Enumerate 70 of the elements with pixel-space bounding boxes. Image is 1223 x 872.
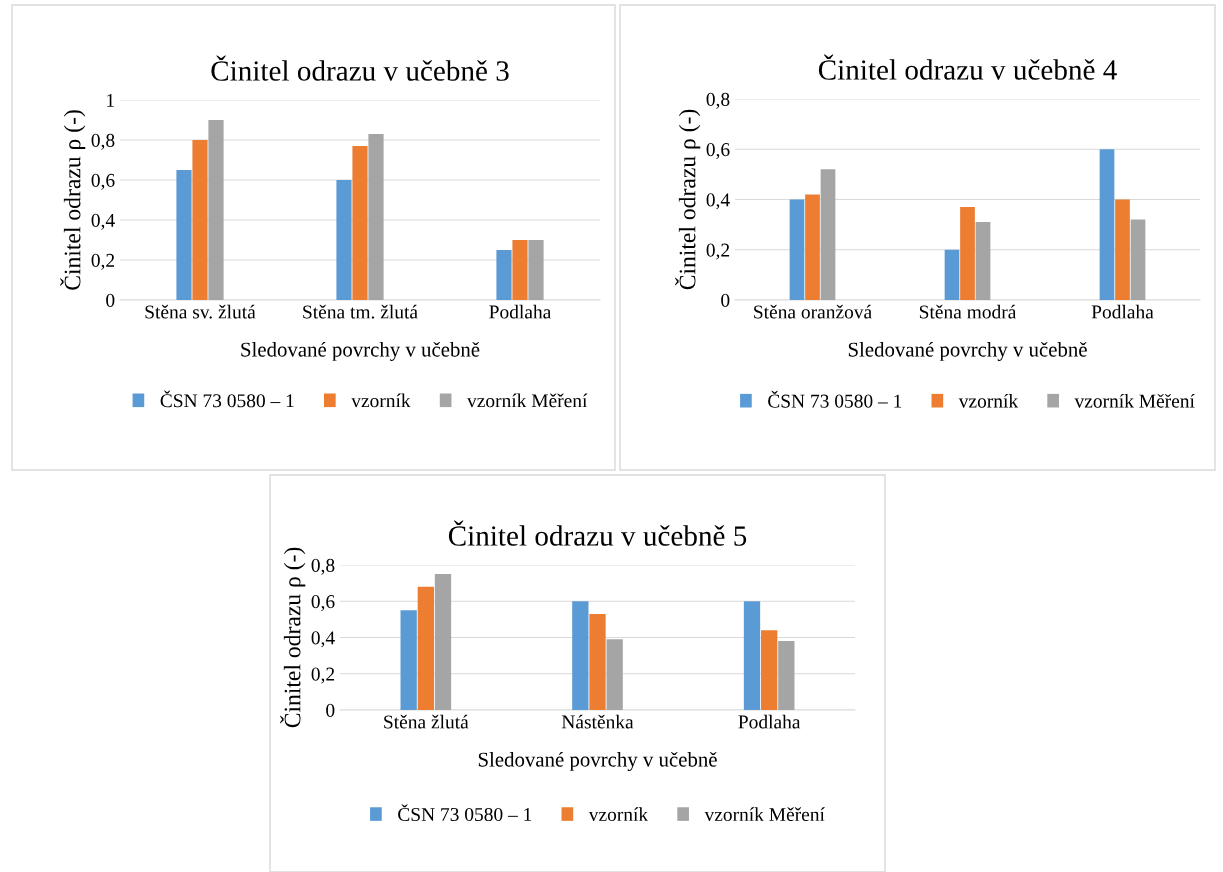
bar — [805, 194, 820, 300]
legend-label: ČSN 73 0580 – 1 — [160, 390, 294, 408]
y-tick-label: 0,2 — [706, 243, 730, 260]
y-tick-label: 0,4 — [311, 631, 335, 648]
bar — [208, 120, 224, 300]
bar — [434, 574, 452, 710]
y-tick-label: 0,4 — [91, 213, 115, 230]
x-tick-label: Stěna modrá — [919, 304, 1017, 319]
y-tick-label: 0,8 — [311, 558, 335, 575]
y-axis-title: Činitel odrazu ρ (-) — [280, 547, 306, 728]
x-tick-label: Podlaha — [489, 304, 552, 319]
legend-label: vzorník — [958, 393, 1019, 408]
bar — [368, 134, 384, 300]
y-tick-label: 0 — [721, 293, 730, 307]
chart-title: Činitel odrazu v učebně 3 — [211, 55, 509, 81]
bar — [512, 240, 528, 300]
bar — [589, 613, 606, 710]
y-tick-label: 0,6 — [311, 595, 335, 611]
y-tick-label: 0,8 — [706, 92, 730, 109]
x-tick-label: Stěna sv. žlutá — [145, 304, 256, 319]
bar — [496, 250, 512, 300]
x-axis-title: Sledované povrchy v učebně — [241, 341, 480, 361]
bar — [960, 207, 975, 300]
y-tick-label: 0,4 — [706, 193, 730, 210]
y-tick-label: 0 — [326, 703, 335, 717]
legend-label: vzorník — [588, 807, 649, 822]
y-axis-title: Činitel odrazu ρ (-) — [675, 109, 701, 290]
x-tick-label: Podlaha — [738, 714, 801, 729]
legend-label: ČSN 73 0580 – 1 — [768, 390, 902, 408]
x-tick-label: Stěna tm. žlutá — [303, 304, 418, 319]
y-tick-label: 0,2 — [311, 667, 335, 684]
bar — [1099, 149, 1115, 300]
bar — [336, 180, 352, 300]
legend-label: vzorník Měření — [467, 393, 588, 408]
y-axis-title: Činitel odrazu ρ (-) — [60, 110, 86, 290]
x-axis-title: Sledované povrchy v učebně — [848, 341, 1087, 361]
bar — [944, 249, 960, 300]
legend-label: vzorník Měření — [1074, 393, 1195, 408]
bar — [820, 169, 836, 300]
y-tick-label: 0,6 — [706, 143, 730, 159]
legend-label: vzorník Měření — [704, 807, 825, 822]
bar — [975, 222, 991, 300]
y-tick-label: 0 — [106, 293, 115, 307]
x-tick-label: Nástěnka — [561, 714, 634, 729]
bar — [176, 170, 192, 300]
legend-label: vzorník — [351, 393, 411, 408]
bar — [743, 601, 761, 710]
x-axis-title: Sledované povrchy v učebně — [478, 751, 717, 771]
bar — [1130, 219, 1146, 300]
x-tick-label: Stěna žlutá — [384, 714, 469, 729]
bar — [400, 610, 417, 710]
bar — [192, 140, 208, 300]
legend-label: ČSN 73 0580 – 1 — [398, 804, 532, 822]
y-tick-label: 0,8 — [91, 133, 115, 150]
bar — [1115, 199, 1130, 300]
y-tick-label: 0,2 — [91, 253, 115, 270]
x-tick-label: Stěna oranžová — [754, 304, 872, 319]
bar — [352, 146, 368, 300]
y-tick-label: 0,6 — [91, 173, 115, 190]
bar — [572, 601, 589, 710]
x-tick-label: Podlaha — [1091, 304, 1154, 319]
bar — [778, 641, 795, 710]
chart-title: Činitel odrazu v učebně 4 — [818, 54, 1117, 80]
bar — [789, 199, 805, 300]
chart-title: Činitel odrazu v učebně 5 — [448, 520, 747, 546]
bar — [761, 630, 778, 710]
y-tick-label: 1 — [107, 93, 114, 107]
bar — [417, 586, 434, 710]
bar — [606, 639, 623, 710]
bar — [528, 240, 544, 300]
